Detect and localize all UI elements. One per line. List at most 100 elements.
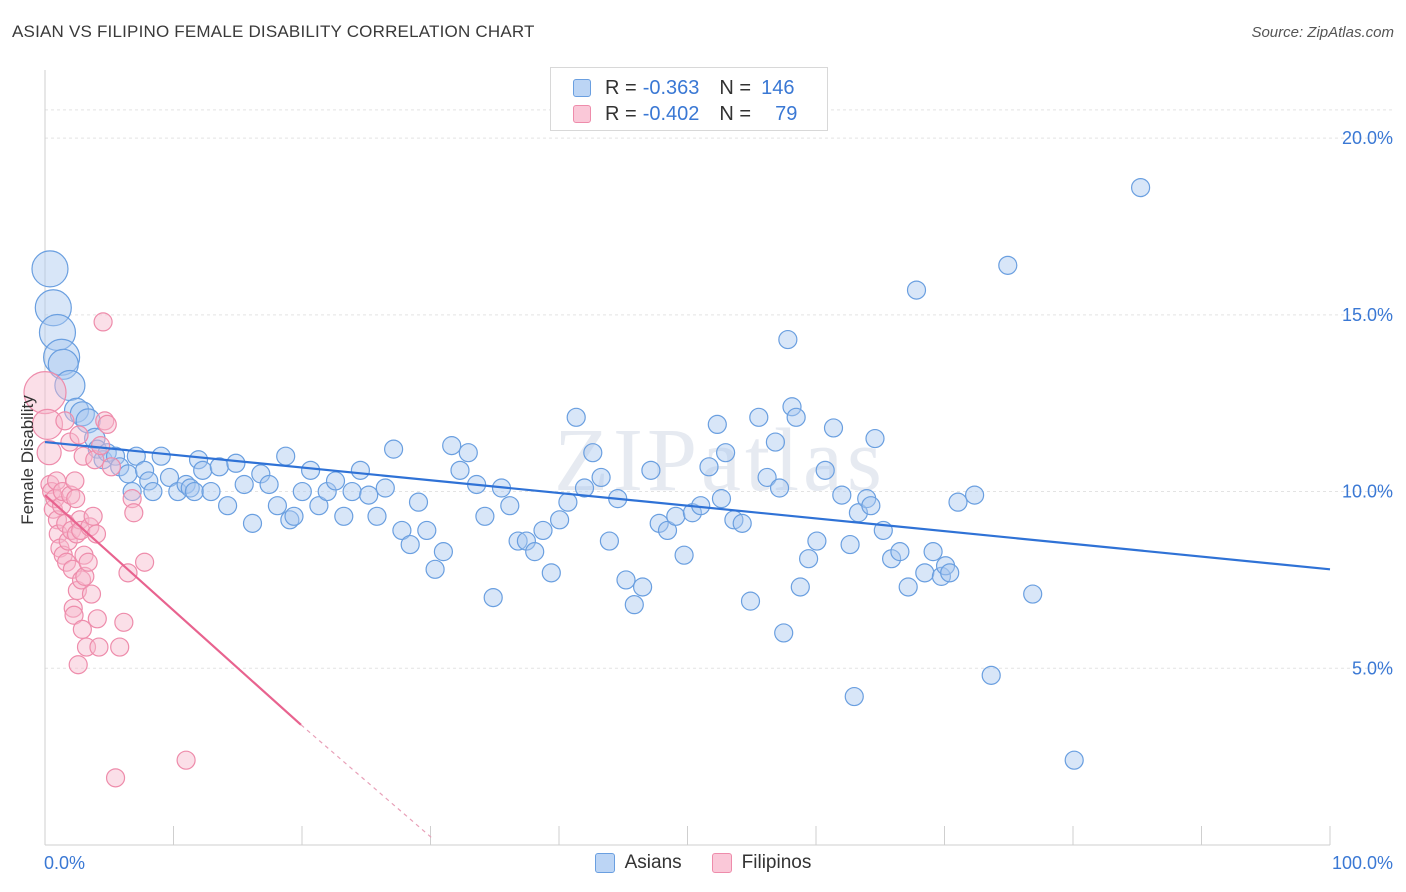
asians-point <box>184 481 204 502</box>
filipinos-point <box>68 655 88 675</box>
r-label: R = <box>605 76 637 99</box>
asians-point <box>923 542 943 562</box>
asians-point <box>765 432 786 452</box>
asians-point <box>259 474 279 495</box>
asians-point <box>616 570 636 590</box>
asians-point <box>964 485 985 505</box>
asians-point <box>998 255 1018 275</box>
tick-labels: 5.0% 10.0% 15.0% 20.0% <box>1342 128 1393 678</box>
asians-point <box>865 428 885 449</box>
asians-point <box>525 542 545 562</box>
asians-point <box>47 348 79 380</box>
filipinos-point <box>91 436 111 456</box>
asians-point <box>707 414 727 435</box>
asians-point <box>541 563 561 583</box>
asians-point <box>122 481 142 502</box>
filipinos-point <box>55 411 75 431</box>
legend-item-asians: Asians <box>594 852 682 874</box>
asians-point <box>566 407 586 427</box>
x-axis-left-label: 0.0% <box>44 853 85 873</box>
asians-point <box>325 471 346 491</box>
asians-point <box>309 496 329 516</box>
r-value: -0.402 <box>642 102 700 125</box>
chart-title: ASIAN VS FILIPINO FEMALE DISABILITY CORR… <box>12 22 535 41</box>
asians-point <box>433 542 453 562</box>
asians-point <box>840 534 860 555</box>
filipinos-swatch <box>573 105 591 123</box>
asians-point <box>740 591 761 611</box>
asians-point <box>798 549 819 569</box>
asians-swatch <box>573 79 591 97</box>
asians-point <box>425 559 445 579</box>
asians-point <box>400 534 420 555</box>
r-label: R = <box>605 102 637 125</box>
n-label: N = <box>719 76 752 99</box>
asians-point <box>906 280 927 300</box>
asians-point <box>666 506 686 526</box>
filipinos-point <box>122 489 142 509</box>
asians-point <box>342 481 362 502</box>
asians-point <box>292 481 312 502</box>
filipinos-point <box>124 503 144 523</box>
asians-trend-line <box>44 440 1331 571</box>
filipinos-point <box>93 312 113 332</box>
asians-points <box>31 177 1151 770</box>
asians-point <box>1130 177 1151 198</box>
asians-point <box>284 506 304 526</box>
asians-point <box>508 531 528 551</box>
asians-point <box>1023 584 1043 604</box>
asians-point <box>118 464 138 484</box>
asians-point <box>475 506 495 526</box>
legend-row-asians: R = -0.363 N = 146 <box>573 76 794 100</box>
filipinos-trend-line <box>44 494 302 726</box>
asians-point <box>392 520 412 541</box>
asians-point <box>139 471 159 491</box>
asians-point <box>599 531 620 551</box>
filipinos-point <box>97 414 117 435</box>
legend-label: Asians <box>624 852 682 873</box>
asians-point <box>234 474 254 495</box>
filipinos-point <box>176 750 196 770</box>
asians-point <box>359 485 379 505</box>
filipinos-point <box>85 450 105 470</box>
asians-point <box>301 460 321 480</box>
asians-point <box>34 289 72 327</box>
asians-point <box>201 481 221 502</box>
filipinos-point <box>31 408 64 441</box>
asians-point <box>732 513 752 533</box>
asians-point <box>641 460 661 480</box>
asians-point <box>549 510 570 530</box>
filipinos-point <box>23 370 67 415</box>
asians-point <box>823 418 844 438</box>
asians-point <box>218 496 238 516</box>
y-tick-label: 10.0% <box>1342 482 1393 502</box>
asians-point <box>159 467 180 488</box>
asians-point <box>711 489 732 509</box>
watermark: ZIPatlas <box>554 411 886 510</box>
asians-point <box>981 665 1001 685</box>
asians-point <box>500 496 520 516</box>
filipinos-point <box>110 637 130 657</box>
asians-point <box>334 506 354 526</box>
asians-point <box>558 492 578 512</box>
asians-point <box>815 460 835 480</box>
filipinos-point <box>63 598 83 618</box>
asians-point <box>699 457 719 477</box>
asians-point <box>632 577 653 597</box>
asians-point <box>591 467 611 488</box>
asians-point <box>861 496 881 516</box>
asians-point <box>774 623 794 643</box>
asians-point <box>915 563 935 583</box>
filipinos-point <box>118 563 138 583</box>
asians-swatch <box>594 853 615 873</box>
asians-point <box>749 407 769 427</box>
asians-point <box>42 338 81 376</box>
filipinos-point <box>75 566 95 586</box>
asians-point <box>832 485 852 505</box>
filipinos-point <box>135 552 155 572</box>
asians-point <box>715 443 736 463</box>
asians-point <box>408 492 429 512</box>
filipinos-point <box>105 768 126 788</box>
axes <box>44 70 1331 846</box>
